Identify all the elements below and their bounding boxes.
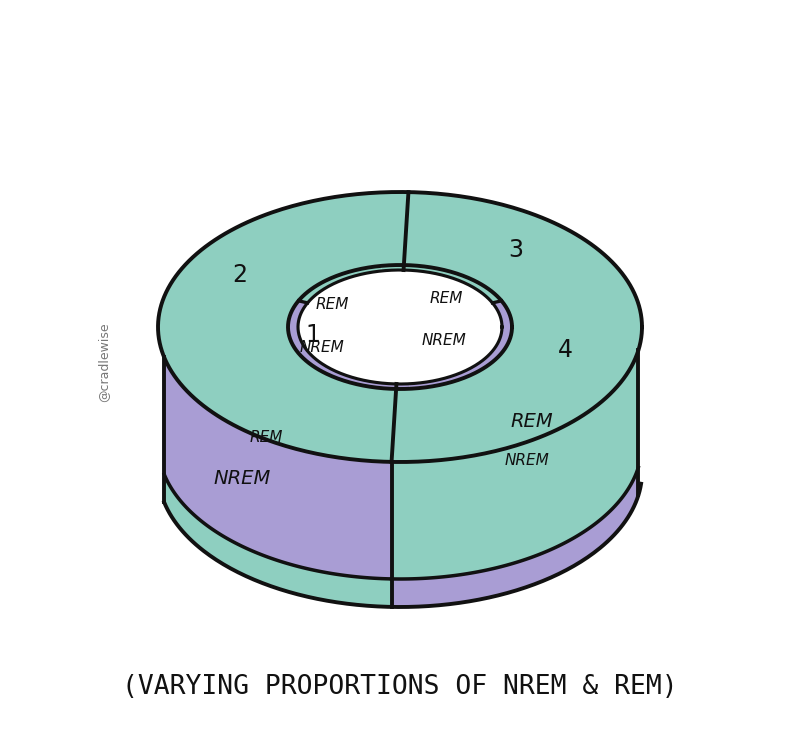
Polygon shape [164,357,391,607]
Polygon shape [298,266,382,303]
Polygon shape [164,475,391,607]
Polygon shape [409,301,512,388]
Text: 3: 3 [508,238,523,262]
Text: 1: 1 [305,323,320,347]
Text: (VARYING PROPORTIONS OF NREM & REM): (VARYING PROPORTIONS OF NREM & REM) [122,674,678,700]
Polygon shape [391,350,638,607]
Text: REM: REM [316,297,350,312]
Text: 4: 4 [558,338,573,362]
Text: NREM: NREM [300,340,345,355]
Text: @cradlewise: @cradlewise [97,322,110,402]
Polygon shape [158,192,409,462]
Text: NREM: NREM [505,453,550,468]
Polygon shape [391,467,638,607]
Text: REM: REM [510,412,553,431]
Text: 2: 2 [232,263,247,287]
Text: REM: REM [250,430,283,445]
Polygon shape [288,301,410,389]
Polygon shape [391,192,642,462]
Text: NREM: NREM [422,333,466,348]
Text: NREM: NREM [213,469,270,488]
Text: REM: REM [430,291,463,306]
Polygon shape [381,265,502,303]
